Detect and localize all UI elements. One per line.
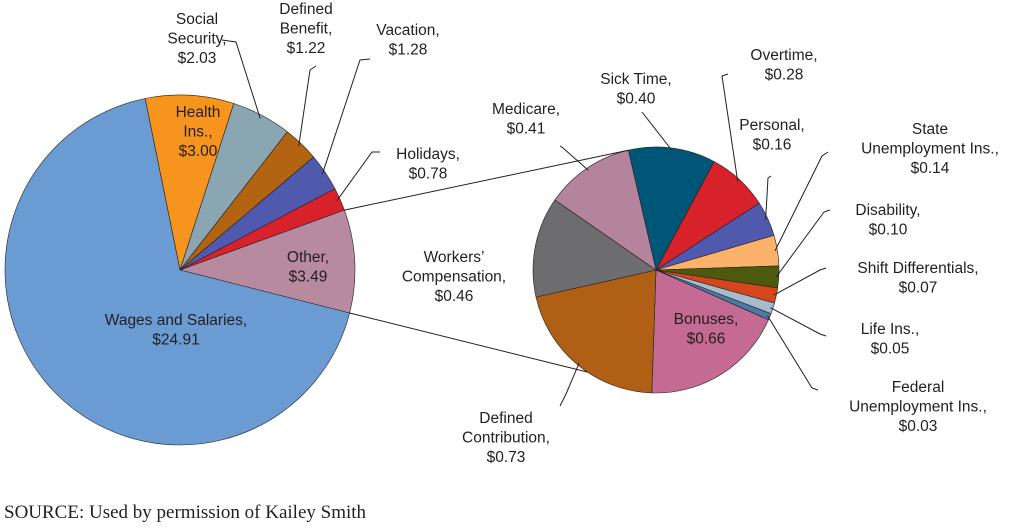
source-note: SOURCE: Used by permission of Kailey Smi…	[4, 502, 367, 523]
label-state-unemployment-ins-0-14: State Unemployment Ins., $0.14	[861, 121, 999, 177]
leader-line-disability-0-10	[775, 209, 831, 278]
leader-line-vacation-1-28	[321, 58, 371, 175]
label-life-ins-0-05: Life Ins., $0.05	[861, 321, 920, 358]
leader-line-overtime-0-28	[721, 73, 739, 182]
leader-line-state-unemployment-ins-0-14	[774, 151, 829, 252]
slice-defined-contribution-0-73	[535, 269, 657, 394]
slice-health-ins-3-00	[144, 94, 235, 271]
label-sick-time-0-40: Sick Time, $0.40	[600, 71, 671, 108]
label-medicare-0-41: Medicare, $0.41	[492, 101, 560, 138]
slice-workers-compensation-0-46	[532, 199, 657, 298]
leader-line-sick-time-0-40	[641, 111, 673, 151]
label-holidays-0-78: Holidays, $0.78	[396, 146, 460, 183]
label-workers-compensation-0-46: Workers’ Compensation, $0.46	[402, 249, 506, 305]
leader-line-federal-unemployment-ins-0-03	[767, 315, 819, 391]
label-federal-unemployment-ins-0-03: Federal Unemployment Ins., $0.03	[849, 379, 987, 435]
leader-line-social-security-2-03	[221, 39, 261, 119]
leader-line-shift-differentials-0-07	[773, 267, 827, 296]
slice-wages-and-salaries-24-91	[4, 98, 350, 446]
slice-bonuses-0-66	[651, 269, 769, 394]
label-vacation-1-28: Vacation, $1.28	[376, 22, 439, 59]
label-disability-0-10: Disability, $0.10	[855, 202, 920, 239]
leader-line-personal-0-16	[765, 175, 772, 220]
leader-line-life-ins-0-05	[770, 307, 827, 337]
leader-line-defined-contribution-0-73	[559, 362, 580, 407]
label-shift-differentials-0-07: Shift Differentials, $0.07	[857, 260, 978, 297]
label-wages-and-salaries-24-91: Wages and Salaries, $24.91	[105, 312, 247, 349]
label-other-3-49: Other, $3.49	[287, 249, 329, 286]
leader-line-medicare-0-41	[559, 145, 589, 171]
leader-line-defined-benefit-1-22	[298, 65, 317, 147]
label-personal-0-16: Personal, $0.16	[739, 117, 804, 154]
label-overtime-0-28: Overtime, $0.28	[750, 47, 817, 84]
leader-line-holidays-0-78	[336, 151, 380, 201]
label-health-ins-3-00: Health Ins., $3.00	[176, 104, 221, 160]
connector-line-bottom	[349, 312, 588, 373]
slice-sick-time-0-40	[628, 146, 715, 271]
label-defined-contribution-0-73: Defined Contribution, $0.73	[462, 410, 550, 466]
connector-line-top	[344, 149, 629, 211]
label-defined-benefit-1-22: Defined Benefit, $1.22	[279, 1, 332, 57]
slice-other-3-49	[179, 209, 356, 314]
label-bonuses-0-66: Bonuses, $0.66	[674, 311, 739, 348]
label-social-security-2-03: Social Security, $2.03	[167, 11, 226, 67]
